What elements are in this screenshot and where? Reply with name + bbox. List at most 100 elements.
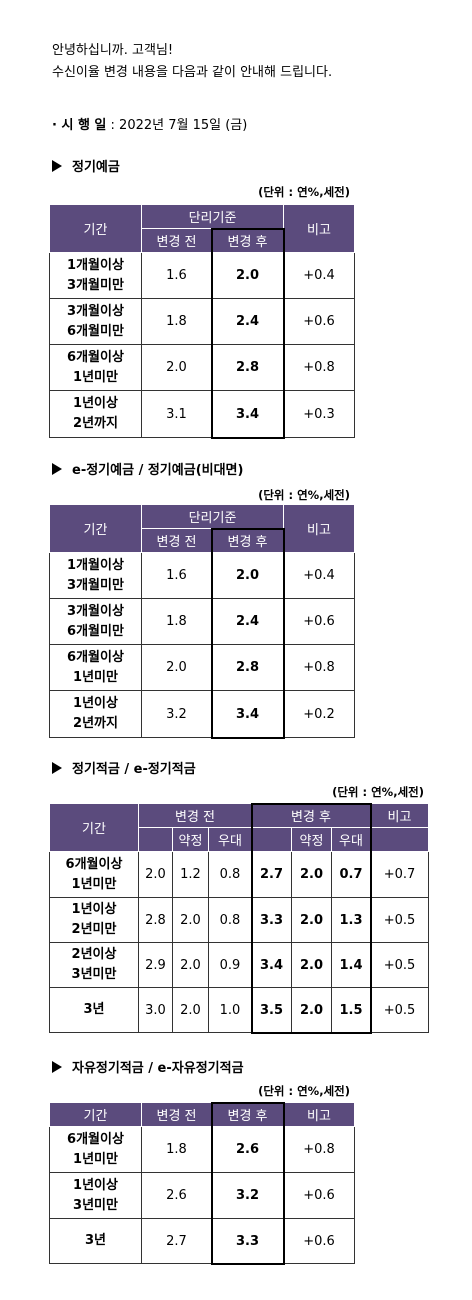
header-cell	[370, 827, 429, 852]
after-cell: 2.8	[211, 644, 284, 691]
period-line: 1년미만	[73, 369, 118, 385]
period-line: 2년까지	[73, 716, 118, 731]
period-line: 3년	[83, 1002, 105, 1017]
rate-table: 기간 단리기준 비고 변경 전 변경 후 1개월이상 3개월미만 1.6 2.0 +0.4 3개월이…	[49, 204, 355, 438]
period-cell: 6개월이상 1년미만	[49, 644, 142, 691]
header-cell: 비고	[283, 504, 355, 553]
header-row: 기간 변경 전 변경 후 비고	[49, 803, 429, 852]
bullet-icon	[52, 1061, 62, 1073]
section-title: 정기예금	[52, 156, 120, 175]
period-cell: 1년이상 2년까지	[49, 690, 142, 738]
note-cell: +0.6	[283, 598, 355, 645]
after-cell: 2.0	[291, 897, 332, 943]
note-cell: +0.5	[370, 897, 429, 943]
period-line: 6개월미만	[67, 623, 124, 639]
period-line: 6개월이상	[65, 856, 123, 872]
unit-label: (단위 : 연%,세전)	[258, 488, 350, 502]
effective-label: · 시 행 일	[52, 118, 107, 133]
section-title-text: 정기예금	[72, 160, 120, 175]
before-cell: 0.8	[208, 851, 252, 898]
header-cell: 단리기준	[141, 204, 284, 229]
period-cell: 1개월이상 3개월미만	[49, 252, 142, 299]
period-line: 1년이상	[71, 902, 117, 917]
after-cell: 1.5	[331, 987, 371, 1033]
after-cell: 3.4	[211, 690, 284, 738]
header-cell: 기간	[49, 803, 139, 852]
before-cell: 1.2	[172, 851, 209, 898]
header-row: 변경 전 변경 후	[50, 528, 355, 553]
period-cell: 3년	[49, 987, 139, 1033]
data-row: 6개월이상 1년미만 1.8 2.6 +0.8	[49, 1126, 355, 1173]
header-cell: 변경 전	[138, 803, 252, 828]
period-line: 6개월미만	[67, 323, 124, 339]
before-cell: 2.7	[141, 1218, 212, 1264]
period-line: 1년이상	[73, 696, 118, 711]
note-cell: +0.7	[370, 851, 429, 898]
period-line: 2년까지	[73, 416, 118, 431]
data-row: 3년 3.0 2.0 1.0 3.5 2.0 1.5 +0.5	[49, 987, 429, 1033]
after-cell: 0.7	[331, 851, 371, 898]
section-title: 자유정기적금 / e-자유정기적금	[52, 1057, 244, 1076]
after-cell: 2.6	[211, 1126, 284, 1173]
before-cell: 2.0	[172, 897, 209, 943]
before-cell: 1.8	[141, 598, 212, 645]
period-line: 3년미만	[71, 967, 117, 982]
data-row: 6개월이상 1년미만 2.0 2.8 +0.8	[49, 344, 355, 391]
note-cell: +0.5	[370, 987, 429, 1033]
period-cell: 2년이상 3년미만	[49, 942, 139, 988]
data-row: 3년 2.7 3.3 +0.6	[49, 1218, 355, 1264]
after-cell: 3.3	[251, 897, 292, 943]
header-cell	[138, 827, 173, 852]
header-cell: 변경 전	[141, 228, 212, 253]
after-cell: 2.0	[291, 987, 332, 1033]
header-row: 기간 단리기준 비고	[49, 204, 355, 253]
header-cell: 변경 전	[141, 528, 212, 553]
header-cell: 변경 후	[211, 228, 284, 253]
before-cell: 2.6	[141, 1172, 212, 1219]
before-cell: 1.0	[208, 987, 252, 1033]
header-cell: 기간	[49, 504, 142, 553]
header-cell: 우대	[208, 827, 252, 852]
header-cell: 변경 후	[211, 1102, 284, 1127]
before-cell: 2.0	[141, 344, 212, 391]
unit-label: (단위 : 연%,세전)	[258, 1084, 350, 1098]
note-cell: +0.5	[370, 942, 429, 988]
period-cell: 3개월이상 6개월미만	[49, 598, 142, 645]
header-cell: 기간	[49, 204, 142, 253]
section-title-text: e-정기예금 / 정기예금(비대면)	[72, 463, 244, 478]
period-line: 2년이상	[71, 947, 117, 962]
rate-table: 기간 변경 전 변경 후 비고 약정 우대 약정 우대 6개월이상 1년미만 2.0 1.2 0.8 2.…	[49, 803, 429, 1033]
period-line: 1년미만	[73, 1151, 118, 1167]
after-cell: 2.4	[211, 298, 284, 345]
after-cell: 2.8	[211, 344, 284, 391]
period-line: 3개월미만	[67, 277, 124, 293]
before-cell: 3.0	[138, 987, 173, 1033]
after-cell: 2.0	[211, 552, 284, 599]
note-cell: +0.8	[283, 1126, 355, 1173]
header-cell: 비고	[283, 204, 355, 253]
note-cell: +0.3	[283, 390, 355, 438]
header-cell: 우대	[331, 827, 371, 852]
period-cell: 6개월이상 1년미만	[49, 851, 139, 898]
after-cell: 3.5	[251, 987, 292, 1033]
before-cell: 1.8	[141, 1126, 212, 1173]
before-cell: 1.6	[141, 252, 212, 299]
data-row: 1개월이상 3개월미만 1.6 2.0 +0.4	[49, 252, 355, 299]
before-cell: 2.9	[138, 942, 173, 988]
header-row: 약정 우대 약정 우대	[50, 827, 429, 852]
after-cell: 2.7	[251, 851, 292, 898]
period-cell: 6개월이상 1년미만	[49, 344, 142, 391]
data-row: 1년이상 3년미만 2.6 3.2 +0.6	[49, 1172, 355, 1219]
data-row: 6개월이상 1년미만 2.0 2.8 +0.8	[49, 644, 355, 691]
period-line: 3년	[84, 1233, 106, 1248]
data-row: 1년이상 2년까지 3.1 3.4 +0.3	[49, 390, 355, 438]
note-cell: +0.6	[283, 1218, 355, 1264]
period-line: 3개월미만	[67, 577, 124, 593]
header-cell: 기간	[49, 1102, 142, 1127]
after-cell: 2.0	[211, 252, 284, 299]
before-cell: 1.6	[141, 552, 212, 599]
rate-table: 기간 변경 전 변경 후 비고 6개월이상 1년미만 1.8 2.6 +0.8 1년이상 3년미만 2…	[49, 1102, 355, 1264]
after-cell: 1.4	[331, 942, 371, 988]
header-cell: 변경 후	[251, 803, 371, 828]
